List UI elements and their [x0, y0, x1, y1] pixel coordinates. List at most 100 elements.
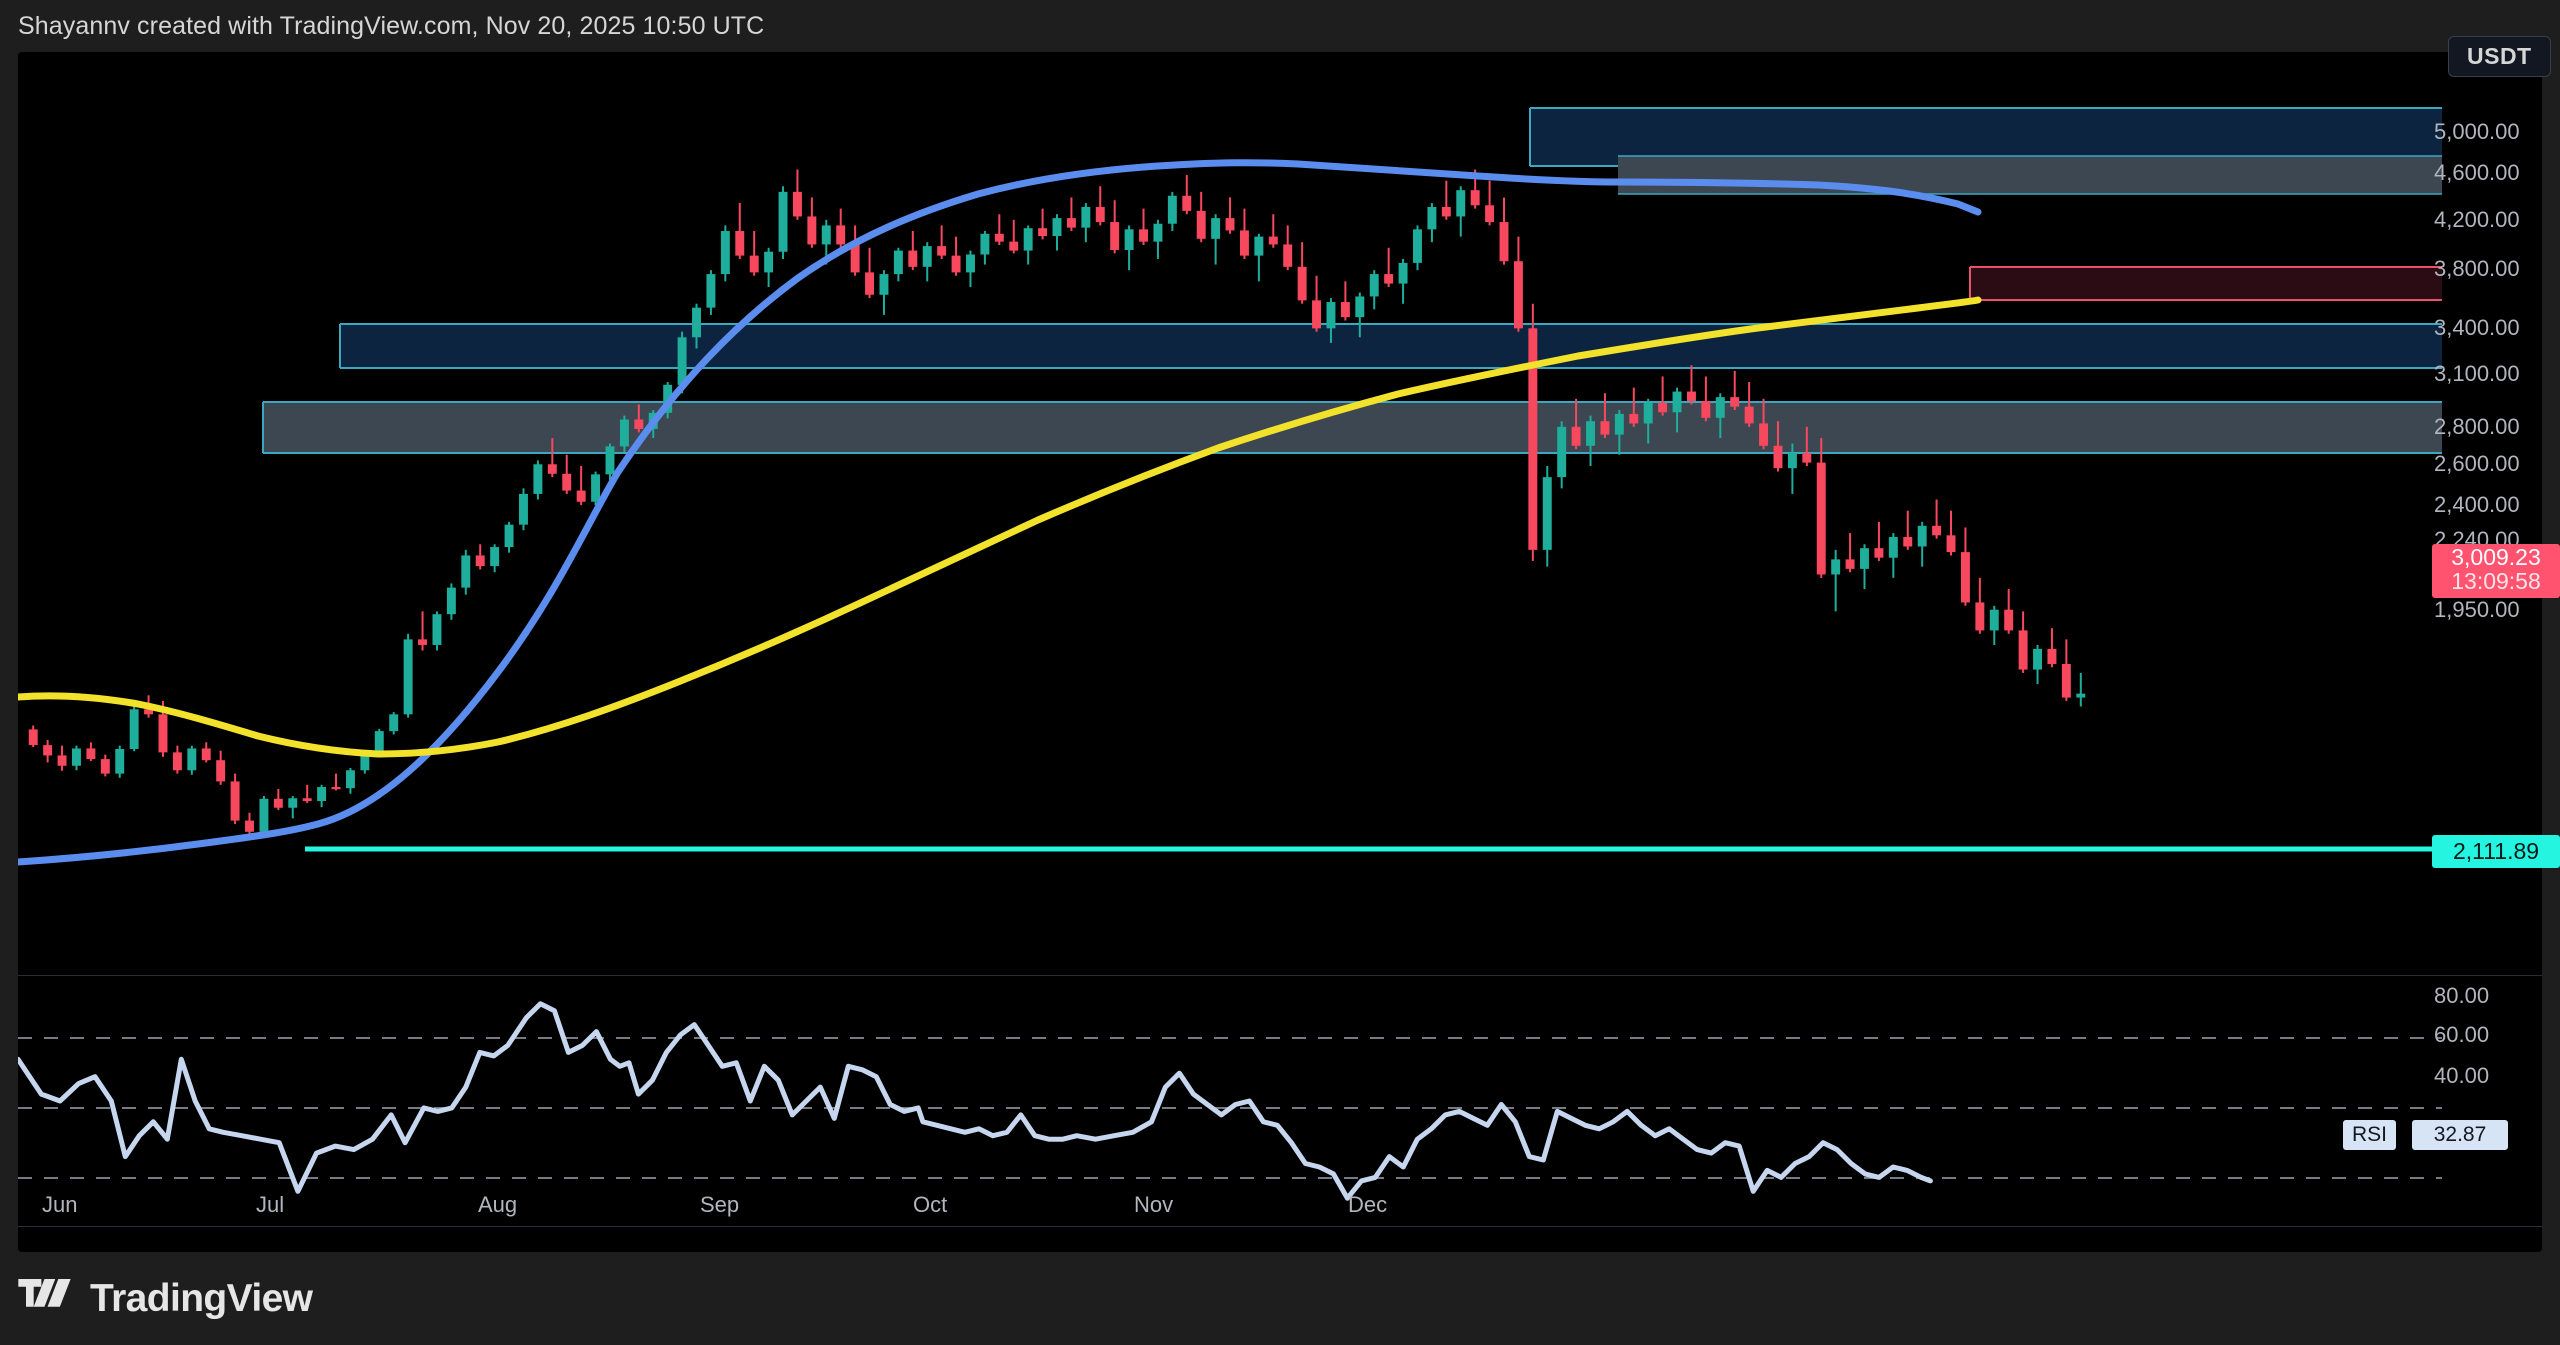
candle-body [1052, 218, 1062, 237]
candle-body [1600, 421, 1610, 435]
candle-body [115, 749, 125, 774]
price-tick-label: 3,400.00 [2434, 315, 2520, 340]
candle-body [706, 274, 716, 308]
price-scale-background [2442, 52, 2542, 975]
candle-body [1860, 548, 1869, 569]
time-tick-label: Nov [1134, 1192, 1174, 1217]
candle-body [735, 231, 745, 256]
rsi-scale-background [2442, 976, 2542, 1226]
candle-body [172, 752, 182, 771]
candle-body [187, 748, 197, 771]
candle-body [1888, 536, 1898, 558]
candle-body [778, 191, 788, 252]
candle-body [1312, 300, 1322, 329]
candle-body [922, 246, 932, 267]
candle-body [980, 233, 990, 255]
chart-frame[interactable] [18, 52, 2542, 1252]
price-tick-label: 1,950.00 [2434, 597, 2520, 622]
candle-body [865, 272, 875, 295]
price-plot [18, 107, 2466, 866]
candle-body [259, 798, 269, 832]
rsi-divider [18, 1226, 2542, 1227]
candle-body [677, 337, 687, 385]
candle-body [57, 755, 67, 766]
candle-body [1975, 602, 1985, 631]
candle-body [605, 446, 615, 475]
candle-body [821, 225, 831, 245]
candle-body [1196, 210, 1206, 239]
candle-body [1369, 274, 1379, 297]
candle-body [634, 419, 644, 430]
candle-body [1715, 397, 1725, 418]
rsi-pane[interactable] [18, 976, 2542, 1226]
candle-body [1081, 206, 1091, 228]
time-tick-label: Oct [913, 1192, 948, 1217]
candle-body [1297, 266, 1307, 301]
candle-body [418, 639, 428, 645]
price-tick-label: 2,600.00 [2434, 451, 2520, 476]
candle-body [792, 191, 802, 217]
candle-body [850, 244, 860, 273]
candle-body [1211, 218, 1221, 239]
last-price-tag: 3,009.23 13:09:58 [2432, 544, 2560, 598]
candle-body [1398, 262, 1408, 284]
candle-body [1283, 244, 1293, 267]
candle-body [1326, 302, 1336, 329]
candle-body [994, 233, 1004, 242]
tradingview-logo-icon [18, 1278, 71, 1307]
candle-body [144, 709, 154, 715]
price-tick-label: 4,200.00 [2434, 207, 2520, 232]
candle-body [749, 255, 759, 273]
candle-body [1946, 535, 1956, 553]
candle-body [2018, 630, 2028, 670]
candle-body [158, 714, 168, 753]
candle-body [374, 731, 384, 754]
candle-body [576, 490, 586, 502]
time-tick-label: Jun [42, 1192, 78, 1217]
candle-body [1153, 223, 1163, 242]
candle-body [1124, 229, 1134, 251]
candle-body [403, 639, 413, 715]
candle-body [562, 473, 572, 491]
candle-body [807, 216, 817, 245]
candle-body [446, 587, 456, 615]
candle-body [1932, 525, 1942, 536]
candle-body [490, 547, 500, 567]
candle-body [966, 254, 975, 273]
candle-body [937, 246, 947, 256]
candle-body [1686, 391, 1696, 402]
candle-body [533, 464, 543, 494]
candle-body [1066, 218, 1076, 228]
time-tick-label: Jul [256, 1192, 285, 1217]
candle-body [360, 753, 370, 771]
time-tick-label: Aug [478, 1192, 518, 1217]
price-tick-label: 4,600.00 [2434, 160, 2520, 185]
candle-body [1355, 296, 1365, 318]
zone-support-low-grey [262, 401, 2466, 454]
candle-body [1759, 423, 1769, 446]
candle-body [1038, 228, 1048, 237]
candle-body [1413, 229, 1422, 263]
time-axis[interactable] [18, 1227, 2542, 1252]
candle-body [288, 798, 298, 808]
candle-body [2004, 609, 2014, 631]
price-pane[interactable] [18, 52, 2542, 975]
candle-body [1701, 401, 1711, 418]
candle-body [879, 274, 889, 295]
price-tick-label: 2,800.00 [2434, 414, 2520, 439]
candle-body [317, 787, 327, 802]
candle-body [273, 798, 283, 808]
currency-pill[interactable]: USDT [2448, 36, 2551, 77]
candle-body [1917, 525, 1927, 547]
candle-body [1340, 302, 1350, 318]
candle-body [86, 748, 96, 760]
candle-body [1485, 205, 1495, 223]
candle-body [1773, 445, 1783, 469]
zone-resistance-red [1969, 266, 2466, 301]
candle-body [2076, 693, 2086, 698]
candle-body [1586, 421, 1595, 446]
candle-body [1845, 559, 1855, 569]
candle-body [432, 614, 442, 645]
candle-body [1831, 559, 1841, 575]
candle-body [1989, 609, 1999, 631]
